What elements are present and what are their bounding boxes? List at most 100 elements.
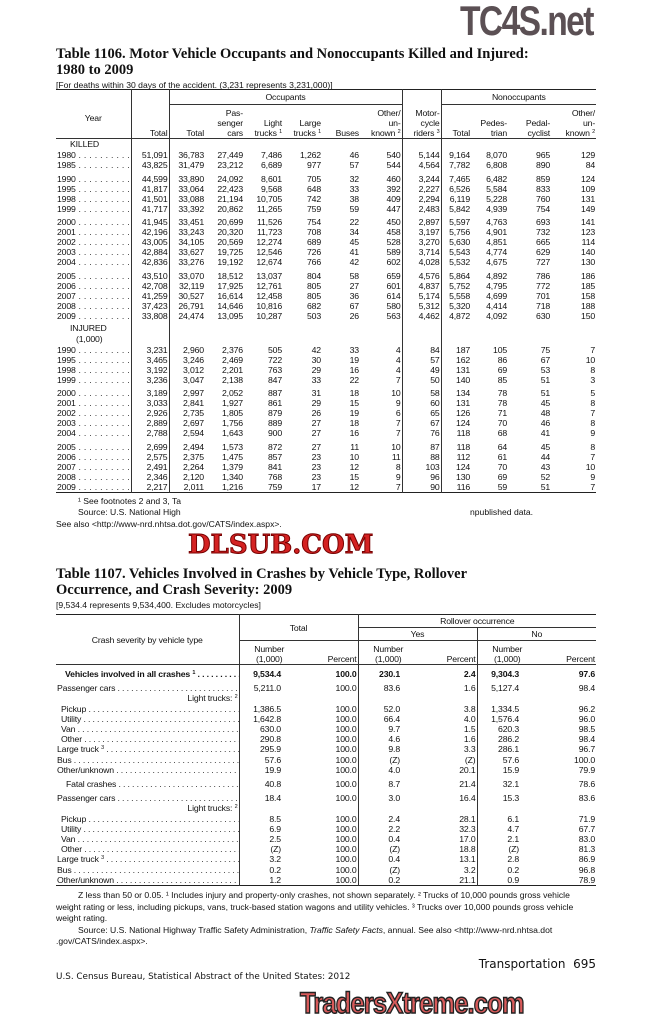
page-number: 695 <box>573 957 596 971</box>
value-cell: 43,005 <box>131 237 170 247</box>
leader-dots <box>75 834 238 844</box>
value-cell: 1,805 <box>222 408 243 418</box>
value-cell <box>239 803 299 813</box>
value-cell: 7 <box>590 481 596 492</box>
value-cell <box>477 803 537 813</box>
value-cell: 7,782 <box>449 160 471 170</box>
table-row: Large truck 3 295.9 100.0 9.8 3.3 286.1 96.7 <box>56 744 596 755</box>
value-cell: 140 <box>456 374 471 385</box>
value-cell: 3,189 <box>131 384 170 398</box>
value-cell: 4,795 <box>486 280 508 291</box>
value-cell: 52.0 <box>383 703 401 714</box>
col-large-trucks: Large trucks 1 <box>283 104 322 139</box>
value-cell: 10 <box>349 451 360 462</box>
table-1107-footnotes: Z less than 50 or 0.05. ¹ Includes injur… <box>56 890 574 924</box>
value-cell: 20,862 <box>217 203 243 214</box>
col-group-total: Total <box>239 614 359 641</box>
value-cell: 8,070 <box>486 150 508 160</box>
value-cell: 505 <box>267 344 282 355</box>
value-cell: 2,841 <box>183 398 204 408</box>
value-cell: 131 <box>456 364 471 375</box>
value-cell: 0.4 <box>388 854 401 865</box>
value-cell: 2.5 <box>269 834 281 845</box>
value-cell: 140 <box>581 247 596 257</box>
value-cell <box>477 693 537 703</box>
footnote-ref: 2 <box>234 804 238 811</box>
row-label: Other/unknown <box>56 764 240 776</box>
value-cell: 37,423 <box>131 300 170 311</box>
value-cell: 34 <box>349 227 360 237</box>
value-cell: 2,138 <box>222 374 243 385</box>
value-cell: 29 <box>311 398 322 408</box>
leader-dots <box>86 814 238 824</box>
value-cell: 185 <box>581 280 596 291</box>
year-cell: 2002 <box>56 237 132 247</box>
year-cell: 2001 <box>56 398 132 408</box>
table-row: 200041,945 33,451 20,699 11,526 754 224502,89… <box>56 213 596 227</box>
value-cell: 18,512 <box>217 270 243 281</box>
section-label: KILLED <box>56 138 132 150</box>
leader-dots <box>116 779 238 789</box>
value-cell: 71.9 <box>578 813 596 824</box>
table-row: Van 2.5 100.0 0.4 17.0 2.1 83.0 <box>56 834 596 845</box>
label-text: Passenger cars <box>57 793 116 804</box>
value-cell: 9 <box>360 471 403 482</box>
value-cell: 11,723 <box>256 227 282 237</box>
value-cell: 96.2 <box>578 703 596 714</box>
value-cell: 659 <box>360 267 403 281</box>
value-cell: 3.2 <box>418 864 478 875</box>
value-cell: 33 <box>349 183 360 194</box>
value-cell: 40.8 <box>264 779 281 790</box>
col-occ-other: Other/un-known 2 <box>360 104 403 139</box>
value-cell: 17.0 <box>418 834 478 845</box>
value-cell: 8.5 <box>269 813 281 824</box>
table-row: 199841,501 33,088 21,194 10,705 742 384092,29… <box>56 193 596 204</box>
value-cell: 2.4 <box>388 813 401 824</box>
value-cell: 540 <box>360 150 403 160</box>
value-cell: 32.3 <box>418 823 478 835</box>
col-non-total: Total <box>441 104 472 139</box>
value-cell: 2,227 <box>402 183 442 194</box>
value-cell: 96 <box>402 471 442 482</box>
year-cell: 2003 <box>56 247 132 257</box>
value-cell: 131 <box>456 398 471 408</box>
table-row: Utility 6.9 100.0 2.2 32.3 4.7 67.7 <box>56 823 596 835</box>
value-cell <box>239 693 299 703</box>
value-cell: 5,558 <box>449 290 471 301</box>
value-cell: 187 <box>456 344 471 355</box>
value-cell: 33 <box>349 344 360 355</box>
value-cell: 10 <box>360 384 403 398</box>
value-cell <box>358 803 418 813</box>
year-label: 2003 <box>57 247 130 257</box>
value-cell: 85 <box>497 374 508 385</box>
value-cell: 629 <box>536 247 551 257</box>
value-cell: 58 <box>402 384 442 398</box>
value-cell: 2,201 <box>222 364 243 375</box>
year-label: 2005 <box>57 442 130 452</box>
year-cell: 2005 <box>56 438 132 452</box>
year-cell: 2009 <box>56 481 132 492</box>
value-cell: 4,939 <box>486 203 508 214</box>
value-cell: 9,534.4 <box>253 669 281 679</box>
year-label: 2000 <box>57 217 130 227</box>
value-cell: 11 <box>350 441 359 452</box>
value-cell: 21.4 <box>418 775 478 790</box>
col-group-yes: Yes <box>358 627 478 641</box>
value-cell: 75 <box>540 344 551 355</box>
value-cell: 6 <box>360 408 403 418</box>
year-cell: 1995 <box>56 183 132 194</box>
value-cell: 67.7 <box>578 823 596 834</box>
value-cell <box>537 693 596 703</box>
leader-dots <box>81 714 238 724</box>
value-cell: 804 <box>306 270 321 281</box>
value-cell: 100.0 <box>299 823 359 835</box>
title-line: Table 1107. Vehicles Involved in Crashes… <box>56 566 468 582</box>
label-text: Large truck <box>57 744 99 755</box>
value-cell: 58 <box>349 270 360 281</box>
value-cell: 3,012 <box>183 364 204 375</box>
row-label: Passenger cars <box>56 679 240 694</box>
value-cell: 1,475 <box>222 451 243 462</box>
value-cell: 30 <box>311 354 322 365</box>
